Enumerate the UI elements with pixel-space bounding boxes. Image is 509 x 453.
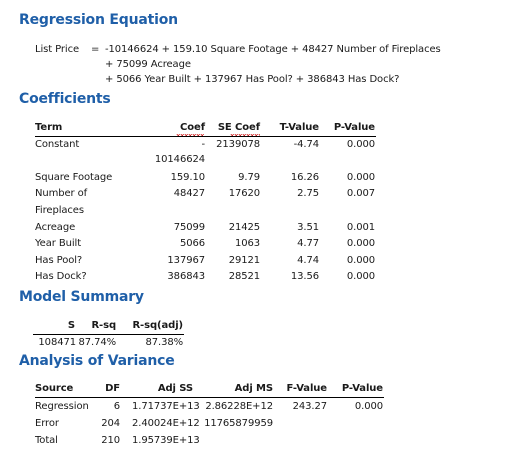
coef-term-cont: Fireplaces (35, 205, 84, 216)
coef-t: 4.77 (297, 238, 319, 249)
anova-source: Error (35, 418, 59, 429)
anova-ss: 1.95739E+13 (132, 435, 200, 446)
coef-t: 16.26 (290, 172, 319, 183)
coef-value: 5066 (179, 238, 205, 249)
coef-p: 0.001 (346, 222, 375, 233)
summary-header-rule (33, 334, 184, 335)
spellcheck-underline (230, 134, 260, 137)
summary-rsq-value: 87.74% (78, 337, 116, 348)
coef-value-cont: 10146624 (154, 154, 205, 165)
regression-equation-heading: Regression Equation (19, 12, 178, 28)
coef-term: Square Footage (35, 172, 113, 183)
anova-ms: 11765879959 (204, 418, 273, 429)
coef-p: 0.007 (346, 188, 375, 199)
coef-term: Has Dock? (35, 271, 87, 282)
anova-ss: 2.40024E+12 (132, 418, 200, 429)
anova-ss: 1.71737E+13 (132, 401, 200, 412)
coef-se: 2139078 (216, 139, 260, 150)
anova-header-p: P-Value (341, 383, 383, 394)
spellcheck-underline (176, 134, 204, 137)
coef-term: Acreage (35, 222, 76, 233)
coef-se: 28521 (228, 271, 260, 282)
coef-term: Constant (35, 139, 80, 150)
coef-value: 48427 (173, 188, 205, 199)
anova-ms: 2.86228E+12 (205, 401, 273, 412)
summary-s-value: 108471 (38, 337, 76, 348)
coef-p: 0.000 (346, 139, 375, 150)
equation-lhs: List Price (35, 44, 80, 55)
coef-p: 0.000 (346, 255, 375, 266)
coef-term: Year Built (35, 238, 82, 249)
summary-header-s: S (67, 320, 75, 331)
coef-se: 1063 (234, 238, 260, 249)
equation-line-3: + 5066 Year Built + 137967 Has Pool? + 3… (105, 74, 400, 85)
anova-header-source: Source (35, 383, 74, 394)
anova-header-df: DF (105, 383, 120, 394)
coef-header-coef: Coef (180, 122, 205, 133)
anova-source: Total (35, 435, 58, 446)
model-summary-heading: Model Summary (19, 289, 144, 305)
anova-header-ms: Adj MS (234, 383, 273, 394)
coef-se: 21425 (228, 222, 260, 233)
coef-value: 75099 (173, 222, 205, 233)
summary-header-rsq-adj: R-sq(adj) (132, 320, 183, 331)
anova-df: 6 (113, 401, 120, 412)
anova-source: Regression (35, 401, 89, 412)
anova-p: 0.000 (354, 401, 383, 412)
anova-header-f: F-Value (286, 383, 327, 394)
coef-value: - (201, 139, 205, 150)
anova-heading: Analysis of Variance (19, 353, 175, 369)
coef-p: 0.000 (346, 271, 375, 282)
coef-header-rule (35, 136, 376, 137)
coef-header-se: SE Coef (217, 122, 260, 133)
coef-se: 17620 (228, 188, 260, 199)
coefficients-heading: Coefficients (19, 91, 111, 107)
equation-line-1: -10146624 + 159.10 Square Footage + 4842… (105, 44, 441, 55)
coef-header-p: P-Value (333, 122, 375, 133)
summary-rsq-adj-value: 87.38% (145, 337, 183, 348)
anova-header-ss: Adj SS (157, 383, 193, 394)
summary-header-rsq: R-sq (91, 320, 116, 331)
coef-header-term: Term (35, 122, 63, 133)
coef-value: 159.10 (170, 172, 205, 183)
anova-header-rule (35, 397, 384, 398)
coef-t: 4.74 (297, 255, 319, 266)
coef-p: 0.000 (346, 172, 375, 183)
coef-se: 9.79 (238, 172, 260, 183)
coef-term: Number of (35, 188, 88, 199)
coef-header-t: T-Value (279, 122, 319, 133)
equation-line-2: + 75099 Acreage (105, 59, 191, 70)
coef-t: 3.51 (297, 222, 319, 233)
coef-se: 29121 (228, 255, 260, 266)
coef-t: 2.75 (297, 188, 319, 199)
anova-f: 243.27 (292, 401, 327, 412)
coef-term: Has Pool? (35, 255, 83, 266)
anova-df: 210 (101, 435, 120, 446)
anova-df: 204 (101, 418, 120, 429)
coef-value: 386843 (167, 271, 205, 282)
equation-equals: = (91, 44, 100, 55)
coef-t: 13.56 (290, 271, 319, 282)
coef-t: -4.74 (293, 139, 319, 150)
coef-p: 0.000 (346, 238, 375, 249)
coef-value: 137967 (167, 255, 205, 266)
